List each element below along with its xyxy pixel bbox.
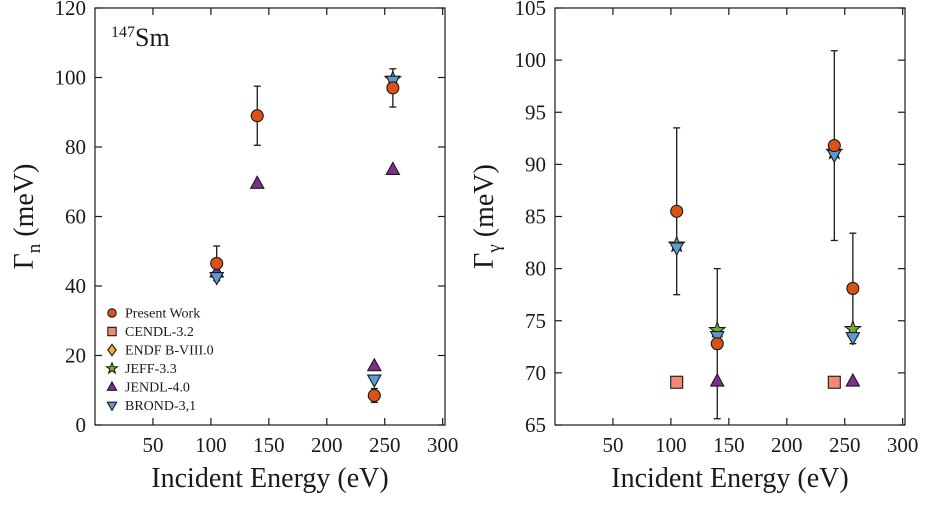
- gamma-n-plot: 50 100 150 200 250 300 0 20 40 60 80 100 120 Incident…: [9, 0, 458, 494]
- x-tick-label: 150: [713, 433, 745, 457]
- x-tick-label: 200: [311, 433, 343, 457]
- x-tick-label: 250: [369, 433, 401, 457]
- error-bars: [673, 50, 857, 420]
- cendl-3-2-marker: [670, 375, 684, 389]
- brond-3-1-marker: [845, 332, 861, 346]
- jendl-4-0-marker: [709, 372, 725, 387]
- x-tick-label: 50: [142, 433, 163, 457]
- x-tick-label: 100: [655, 433, 687, 457]
- y-tick-label: 0: [76, 413, 87, 437]
- y-tick-label: 80: [525, 257, 546, 281]
- y-tick-label: 105: [515, 0, 547, 20]
- present-work-marker: [710, 337, 724, 351]
- x-tick-label: 50: [602, 433, 623, 457]
- legend-label: JENDL-4.0: [125, 381, 190, 396]
- series-jendl-4-0: [709, 372, 861, 387]
- y-axis-label: Γn (meV): [9, 164, 45, 270]
- present-work-marker: [846, 281, 860, 295]
- x-axis-label: Incident Energy (eV): [151, 463, 388, 494]
- y-axis-label: Γγ (meV): [469, 164, 505, 269]
- error-bars: [213, 68, 397, 404]
- series-cendl-3-2: [670, 375, 841, 389]
- x-tick-label: 250: [829, 433, 861, 457]
- present-work-marker: [386, 81, 400, 95]
- legend-present-work-marker: [107, 308, 117, 318]
- y-tick-label: 95: [525, 100, 546, 124]
- y-tick-label: 75: [525, 309, 546, 333]
- legend-cendl-3-2-marker: [107, 326, 117, 337]
- y-tick-label: 65: [525, 413, 546, 437]
- present-work-marker: [250, 109, 264, 123]
- y-tick-label: 20: [65, 344, 86, 368]
- legend-endf-b-viii-0-marker: [107, 343, 117, 357]
- gamma-g-plot: 50 100 150 200 250 300 65 70 75 80 85 90 95 100 105 Inc…: [469, 0, 918, 494]
- legend-label: JEFF-3.3: [125, 362, 177, 377]
- y-tick-label: 100: [55, 66, 87, 90]
- legend-label: ENDF B-VIII.0: [125, 344, 214, 359]
- jendl-4-0-marker: [845, 372, 861, 387]
- x-tick-label: 300: [427, 433, 459, 457]
- y-tick-label: 100: [515, 48, 547, 72]
- legend-brond-3-1-marker: [106, 401, 118, 412]
- legend-label: CENDL-3.2: [125, 325, 194, 340]
- series-brond-3-1: [209, 75, 401, 389]
- jendl-4-0-marker: [385, 161, 401, 175]
- x-axis-label: Incident Energy (eV): [611, 463, 848, 494]
- x-tick-label: 100: [195, 433, 227, 457]
- jendl-4-0-marker: [249, 175, 265, 189]
- legend: Present Work CENDL-3.2 ENDF B-VIII.0 JEFF-3…: [105, 307, 214, 414]
- y-tick-label: 40: [65, 274, 86, 298]
- present-work-marker: [827, 139, 841, 153]
- legend-label: BROND-3,1: [125, 399, 196, 414]
- legend-jeff-3-3-marker: [105, 361, 119, 375]
- jendl-4-0-marker: [366, 357, 382, 372]
- y-tick-label: 90: [525, 152, 546, 176]
- cendl-3-2-marker: [827, 375, 841, 389]
- series-jendl-4-0: [209, 161, 401, 372]
- x-tick-label: 200: [771, 433, 803, 457]
- legend-jendl-4-0-marker: [106, 380, 118, 391]
- series-brond-3-1: [669, 149, 861, 346]
- y-tick-label: 80: [65, 135, 86, 159]
- x-tick-label: 150: [253, 433, 285, 457]
- brond-3-1-marker: [366, 374, 382, 389]
- axes-box: [554, 7, 906, 426]
- y-tick-label: 120: [55, 0, 87, 20]
- present-work-marker: [367, 388, 381, 403]
- series-present-work: [670, 139, 860, 351]
- isotope-title: 147Sm: [111, 23, 170, 52]
- x-tick-label: 300: [887, 433, 919, 457]
- brond-3-1-marker: [209, 271, 225, 286]
- series-present-work: [210, 81, 400, 403]
- legend-label: Present Work: [125, 307, 200, 322]
- present-work-marker: [210, 256, 224, 270]
- y-tick-label: 85: [525, 205, 546, 229]
- present-work-marker: [670, 204, 684, 218]
- y-tick-label: 60: [65, 205, 86, 229]
- brond-3-1-marker: [669, 242, 685, 257]
- y-tick-label: 70: [525, 361, 546, 385]
